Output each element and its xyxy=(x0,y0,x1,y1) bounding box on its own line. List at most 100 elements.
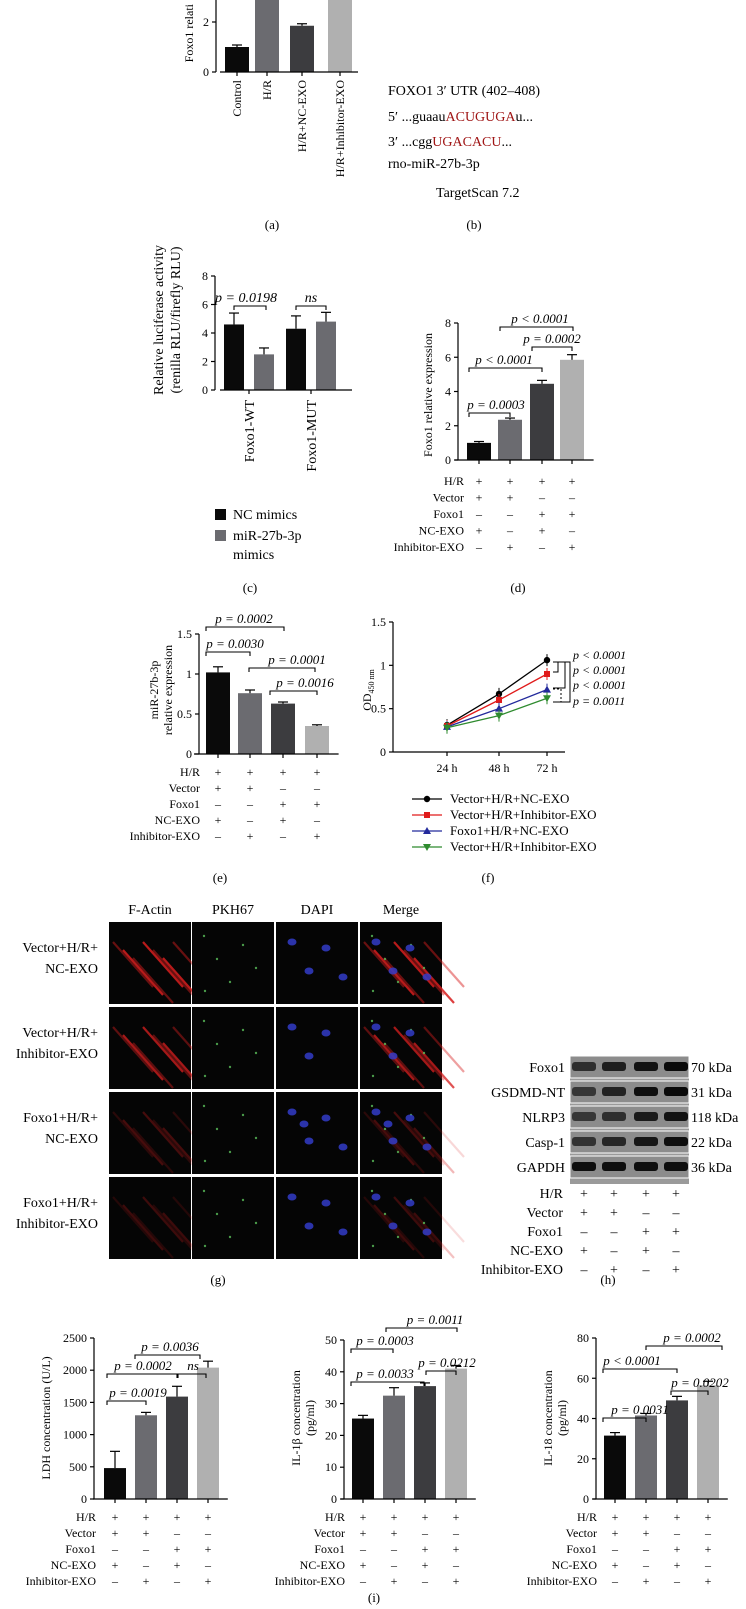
actin-fiber xyxy=(122,1034,164,1081)
data-point xyxy=(543,656,551,664)
condition-sign: + xyxy=(453,1510,460,1524)
condition-sign: + xyxy=(674,1510,681,1524)
data-point xyxy=(496,697,502,703)
condition-sign: – xyxy=(359,1542,367,1556)
actin-fiber xyxy=(393,1026,435,1073)
y-tick-label: 2 xyxy=(202,355,208,369)
bar xyxy=(224,324,244,390)
actin-fiber xyxy=(152,1034,194,1081)
p-value-label: p = 0.0019 xyxy=(108,1385,167,1400)
legend-swatch-nc-mimics xyxy=(215,509,226,520)
condition-sign: + xyxy=(143,1574,150,1588)
condition-row-label: NC-EXO xyxy=(510,1244,563,1259)
bar xyxy=(445,1368,467,1499)
condition-sign: + xyxy=(280,813,287,827)
actin-fiber xyxy=(132,1127,174,1174)
actin-fiber xyxy=(383,957,425,1004)
actin-fiber xyxy=(152,1204,194,1251)
significance-bracket xyxy=(295,305,327,310)
condition-sign: + xyxy=(215,813,222,827)
condition-sign: + xyxy=(360,1510,367,1524)
nucleus xyxy=(299,1120,309,1128)
chart-c: 0 2 4 6 8 Foxo1-WT Foxo1-MUT p = 0.0198 ns Relati… xyxy=(152,245,352,563)
exosome-dot xyxy=(254,1136,258,1140)
actin-fiber xyxy=(403,1119,445,1166)
bar xyxy=(383,1395,405,1499)
p-value-label: p < 0.0001 xyxy=(572,678,626,692)
p-value-label: p = 0.0002 xyxy=(522,331,581,346)
protein-band xyxy=(572,1087,596,1096)
exosome-dot xyxy=(370,1189,374,1193)
actin-fiber xyxy=(363,1196,405,1243)
panel-label-a: (a) xyxy=(265,217,279,232)
nucleus xyxy=(383,1120,393,1128)
exosome-dot xyxy=(241,1028,245,1032)
condition-sign: + xyxy=(314,765,321,779)
condition-sign: + xyxy=(539,524,546,538)
exosome-dot xyxy=(371,1244,375,1248)
y-tick-label: 0 xyxy=(81,1492,87,1506)
data-point xyxy=(543,685,551,693)
data-point xyxy=(543,695,551,703)
targetscan-source: TargetScan 7.2 xyxy=(436,186,520,201)
exosome-dot xyxy=(370,1019,374,1023)
condition-sign: + xyxy=(612,1558,619,1572)
microscopy-row-label: NC-EXO xyxy=(45,1132,98,1147)
condition-row-label: H/R xyxy=(76,1510,96,1524)
p-value-label: p < 0.0001 xyxy=(572,663,626,677)
microscopy-column-label: F-Actin xyxy=(128,903,172,918)
condition-sign: – xyxy=(359,1574,367,1588)
actin-fiber xyxy=(112,1026,154,1073)
legend-marker xyxy=(423,844,431,851)
condition-sign: + xyxy=(569,474,576,488)
panel-label-d: (d) xyxy=(510,580,525,595)
x-category-label: H/R+NC-EXO xyxy=(295,80,309,152)
actin-fiber xyxy=(132,1212,174,1259)
legend-marker xyxy=(424,812,430,818)
protein-band xyxy=(664,1112,688,1121)
exosome-dot xyxy=(215,1127,219,1131)
condition-sign: + xyxy=(642,1187,650,1202)
condition-row-label: H/R xyxy=(444,474,464,488)
blot-strip xyxy=(569,1080,690,1104)
condition-sign: + xyxy=(174,1510,181,1524)
nucleus xyxy=(338,1143,348,1151)
bar xyxy=(271,703,295,754)
actin-fiber xyxy=(132,957,174,1004)
condition-sign: + xyxy=(453,1542,460,1556)
y-tick-label: 1500 xyxy=(63,1395,87,1409)
bar xyxy=(286,328,306,390)
bar xyxy=(666,1400,688,1499)
bar xyxy=(352,1418,374,1499)
protein-name-label: Foxo1 xyxy=(529,1061,565,1076)
protein-name-label: Casp-1 xyxy=(525,1136,565,1151)
condition-sign: + xyxy=(705,1510,712,1524)
condition-sign: – xyxy=(704,1526,712,1540)
molecular-weight-label: 22 kDa xyxy=(691,1136,733,1151)
microscopy-row-label: Inhibitor-EXO xyxy=(16,1047,98,1062)
y-tick-label: 2 xyxy=(203,15,209,29)
actin-fiber xyxy=(112,1111,154,1158)
condition-row-label: Inhibitor-EXO xyxy=(275,1574,346,1588)
condition-row-label: NC-EXO xyxy=(552,1558,598,1572)
nucleus xyxy=(304,967,314,975)
actin-fiber xyxy=(112,1196,154,1243)
legend-label: miR-27b-3p mimics xyxy=(233,529,301,563)
nucleus xyxy=(405,944,415,952)
exosome-dot xyxy=(241,1198,245,1202)
actin-fiber xyxy=(152,949,194,996)
significance-bracket xyxy=(205,626,285,631)
actin-fiber xyxy=(413,1127,455,1174)
p-value-label: p = 0.0011 xyxy=(406,1312,464,1327)
exosome-dot xyxy=(422,1136,426,1140)
exosome-dot xyxy=(422,1051,426,1055)
y-axis-label: Foxo1 relati xyxy=(182,3,196,62)
condition-row-label: NC-EXO xyxy=(155,813,201,827)
targetscan-panel: FOXO1 3′ UTR (402–408) 5′ ...guaauACUGUG… xyxy=(388,84,540,201)
condition-row-label: Vector xyxy=(566,1526,597,1540)
bar xyxy=(560,359,584,460)
significance-bracket xyxy=(553,688,562,703)
bar xyxy=(254,354,274,390)
condition-sign: + xyxy=(705,1542,712,1556)
